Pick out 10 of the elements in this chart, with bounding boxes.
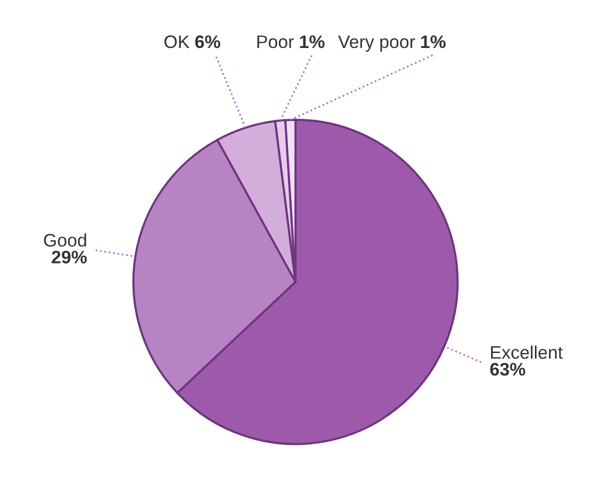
data-label: 63% [490,362,526,376]
data-label: 1% [421,35,446,48]
slice-label: OK [164,35,190,48]
data-label: 6% [195,35,220,48]
data-label: 29% [52,250,87,264]
slice-label: Poor [257,36,294,48]
data-label: 1% [300,35,325,48]
slice-label: Good [44,233,86,247]
slice-label: Very poor [338,36,416,52]
slice-label: Excellent [491,346,563,359]
